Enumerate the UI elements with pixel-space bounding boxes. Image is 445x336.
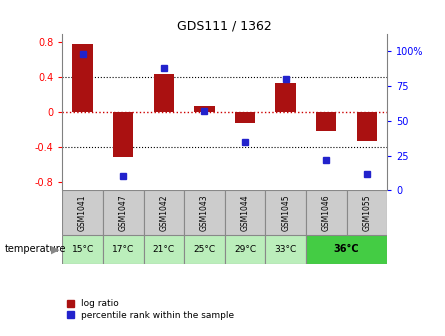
Bar [265,191,306,235]
Text: GSM1045: GSM1045 [281,195,290,231]
Text: GSM1043: GSM1043 [200,195,209,231]
Bar [143,235,184,264]
Bar [154,74,174,112]
Text: 33°C: 33°C [275,245,297,254]
Bar [62,235,103,264]
Text: 21°C: 21°C [153,245,175,254]
Bar [103,191,143,235]
Bar [113,112,134,157]
Bar [225,191,265,235]
Text: GSM1044: GSM1044 [241,195,250,231]
Text: 15°C: 15°C [72,245,94,254]
Text: GSM1055: GSM1055 [362,195,371,231]
Title: GDS111 / 1362: GDS111 / 1362 [178,19,272,33]
Bar [306,191,347,235]
Bar [184,191,225,235]
Bar [306,235,387,264]
Bar [143,191,184,235]
Bar [265,235,306,264]
Bar [347,191,387,235]
Bar [225,235,265,264]
Text: 36°C: 36°C [334,245,360,254]
Bar [357,112,377,141]
Bar [62,191,103,235]
Text: GSM1041: GSM1041 [78,195,87,231]
Text: ▶: ▶ [51,245,60,254]
Text: 25°C: 25°C [194,245,215,254]
Bar [316,112,336,131]
Bar [103,235,143,264]
Bar [194,106,214,112]
Legend: log ratio, percentile rank within the sample: log ratio, percentile rank within the sa… [67,299,235,320]
Bar [184,235,225,264]
Text: 17°C: 17°C [112,245,134,254]
Text: GSM1042: GSM1042 [159,195,168,231]
Text: temperature: temperature [4,245,66,254]
Bar [275,83,296,112]
Bar [235,112,255,123]
Bar [73,44,93,112]
Text: GSM1047: GSM1047 [119,195,128,231]
Text: 29°C: 29°C [234,245,256,254]
Text: GSM1046: GSM1046 [322,195,331,231]
